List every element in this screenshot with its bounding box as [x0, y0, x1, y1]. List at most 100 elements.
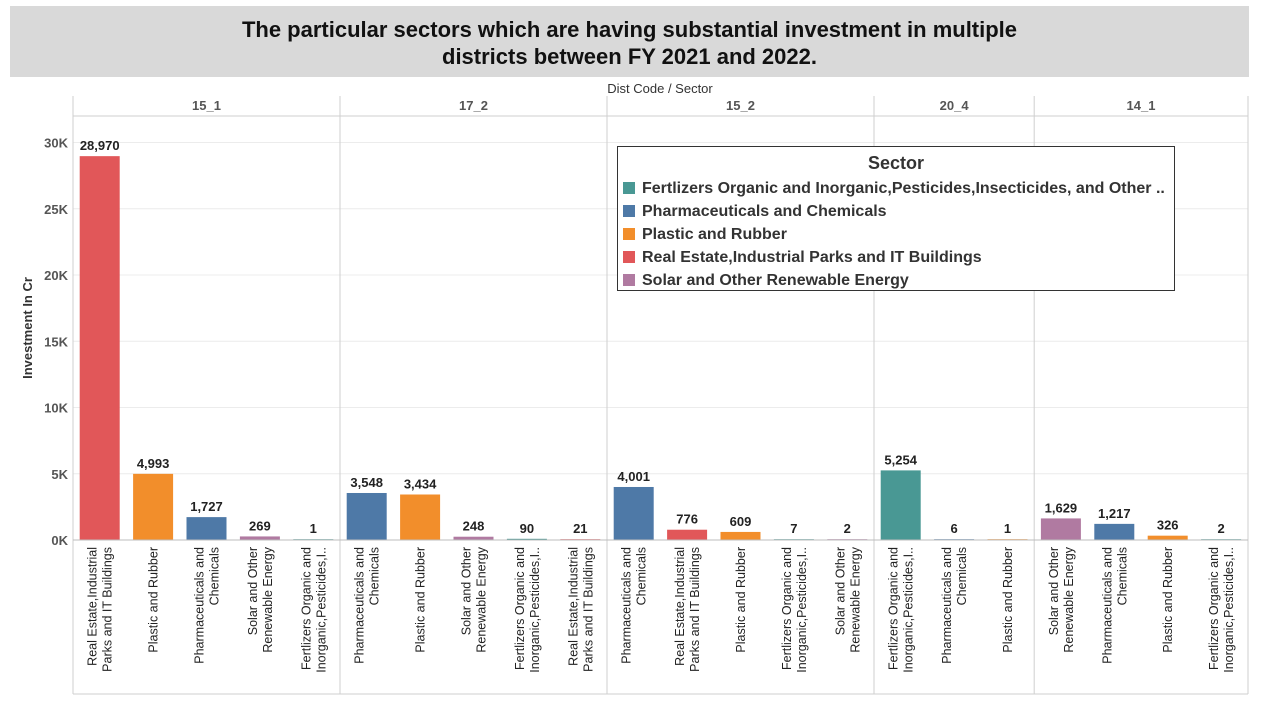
legend-label: Pharmaceuticals and Chemicals	[642, 203, 887, 220]
data-label: 1,629	[1045, 500, 1078, 515]
category-label-line: Fertlizers Organic and	[780, 547, 794, 670]
category-label-line: Chemicals	[635, 547, 649, 605]
legend: Sector Fertlizers Organic and Inorganic,…	[617, 146, 1175, 291]
bar[interactable]	[1040, 518, 1081, 540]
bar[interactable]	[1094, 523, 1135, 540]
category-label: Real Estate,IndustrialParks and IT Build…	[566, 547, 595, 672]
data-label: 3,434	[404, 476, 437, 491]
bar[interactable]	[133, 473, 174, 540]
y-tick-label: 15K	[44, 334, 68, 349]
bar[interactable]	[239, 536, 280, 540]
data-label: 1	[1004, 521, 1011, 536]
category-label: Solar and OtherRenewable Energy	[246, 546, 275, 652]
data-label: 776	[676, 512, 698, 527]
data-label: 2	[844, 521, 851, 536]
category-label-line: Chemicals	[208, 547, 222, 605]
category-label: Pharmaceuticals andChemicals	[193, 547, 222, 664]
title-bar: The particular sectors which are having …	[10, 6, 1249, 77]
bar[interactable]	[613, 486, 654, 540]
data-label: 2	[1217, 521, 1224, 536]
legend-swatch	[623, 251, 635, 263]
category-label-line: Pharmaceuticals and	[620, 547, 634, 664]
category-label-line: Chemicals	[368, 547, 382, 605]
bar[interactable]	[400, 494, 441, 540]
category-label: Pharmaceuticals andChemicals	[1100, 547, 1129, 664]
data-label: 269	[249, 518, 271, 533]
category-label: Fertlizers Organic andInorganic,Pesticid…	[1207, 547, 1236, 673]
legend-item[interactable]: Fertlizers Organic and Inorganic,Pestici…	[618, 177, 1174, 200]
category-label-line: Parks and IT Buildings	[581, 547, 595, 672]
legend-item[interactable]: Solar and Other Renewable Energy	[618, 269, 1174, 292]
legend-label: Real Estate,Industrial Parks and IT Buil…	[642, 249, 982, 266]
legend-swatch	[623, 182, 635, 194]
category-label: Fertlizers Organic andInorganic,Pesticid…	[299, 547, 328, 673]
group-header: 20_4	[940, 98, 970, 113]
category-label-line: Plastic and Rubber	[734, 547, 748, 653]
group-header: 14_1	[1127, 98, 1156, 113]
legend-swatch	[623, 228, 635, 240]
legend-swatch	[623, 205, 635, 217]
category-label: Plastic and Rubber	[414, 547, 428, 653]
chart-title: The particular sectors which are having …	[241, 17, 1018, 69]
category-label-line: Solar and Other	[460, 547, 474, 635]
legend-label: Plastic and Rubber	[642, 226, 787, 243]
category-label: Pharmaceuticals andChemicals	[940, 547, 969, 664]
legend-item[interactable]: Pharmaceuticals and Chemicals	[618, 200, 1174, 223]
data-label: 7	[790, 521, 797, 536]
group-header: 15_2	[726, 98, 755, 113]
data-label: 21	[573, 521, 587, 536]
data-label: 4,993	[137, 456, 170, 471]
bar[interactable]	[880, 470, 921, 540]
category-label-line: Inorganic,Pesticides,I..	[1222, 547, 1236, 673]
y-tick-label: 30K	[44, 136, 68, 151]
legend-item[interactable]: Real Estate,Industrial Parks and IT Buil…	[618, 246, 1174, 269]
bar[interactable]	[1147, 535, 1188, 540]
legend-title: Sector	[867, 153, 925, 173]
data-label: 326	[1157, 518, 1179, 533]
legend-label: Solar and Other Renewable Energy	[642, 272, 909, 289]
y-axis-title: Investment In Cr	[20, 277, 35, 379]
legend-swatch	[623, 274, 635, 286]
category-label-line: Pharmaceuticals and	[193, 547, 207, 664]
category-label-line: Fertlizers Organic and	[299, 547, 313, 670]
data-label: 28,970	[80, 138, 120, 153]
category-label: Real Estate,IndustrialParks and IT Build…	[86, 547, 115, 672]
legend-item[interactable]: Plastic and Rubber	[618, 223, 1174, 246]
data-label: 1	[310, 521, 317, 536]
data-label: 3,548	[350, 475, 383, 490]
category-label-line: Chemicals	[1115, 547, 1129, 605]
bar[interactable]	[667, 529, 708, 540]
group-header: 15_1	[192, 98, 221, 113]
group-header: 17_2	[459, 98, 488, 113]
data-label: 609	[730, 514, 752, 529]
category-label-line: Renewable Energy	[1062, 546, 1076, 652]
category-label: Solar and OtherRenewable Energy	[1047, 546, 1076, 652]
category-label-line: Fertlizers Organic and	[887, 547, 901, 670]
bar[interactable]	[720, 531, 761, 540]
category-label-line: Inorganic,Pesticides,I..	[528, 547, 542, 673]
category-label-line: Real Estate,Industrial	[566, 547, 580, 666]
category-label: Plastic and Rubber	[147, 547, 161, 653]
bar[interactable]	[506, 538, 547, 540]
bar[interactable]	[453, 536, 494, 540]
category-label: Solar and OtherRenewable Energy	[460, 546, 489, 652]
y-tick-label: 0K	[51, 533, 68, 548]
category-label-line: Plastic and Rubber	[147, 547, 161, 653]
category-label-line: Parks and IT Buildings	[101, 547, 115, 672]
bar[interactable]	[186, 517, 227, 540]
category-label: Plastic and Rubber	[734, 547, 748, 653]
category-label-line: Chemicals	[955, 547, 969, 605]
data-label: 6	[950, 521, 957, 536]
bar[interactable]	[346, 492, 387, 540]
category-label-line: Pharmaceuticals and	[353, 547, 367, 664]
category-label-line: Pharmaceuticals and	[940, 547, 954, 664]
data-label: 90	[520, 521, 534, 536]
category-label: Plastic and Rubber	[1001, 547, 1015, 653]
bar[interactable]	[79, 156, 120, 540]
data-label: 5,254	[884, 452, 917, 467]
y-tick-label: 5K	[51, 467, 68, 482]
category-label: Solar and OtherRenewable Energy	[833, 546, 862, 652]
legend-items: Fertlizers Organic and Inorganic,Pestici…	[618, 177, 1174, 292]
category-label-line: Plastic and Rubber	[1001, 547, 1015, 653]
